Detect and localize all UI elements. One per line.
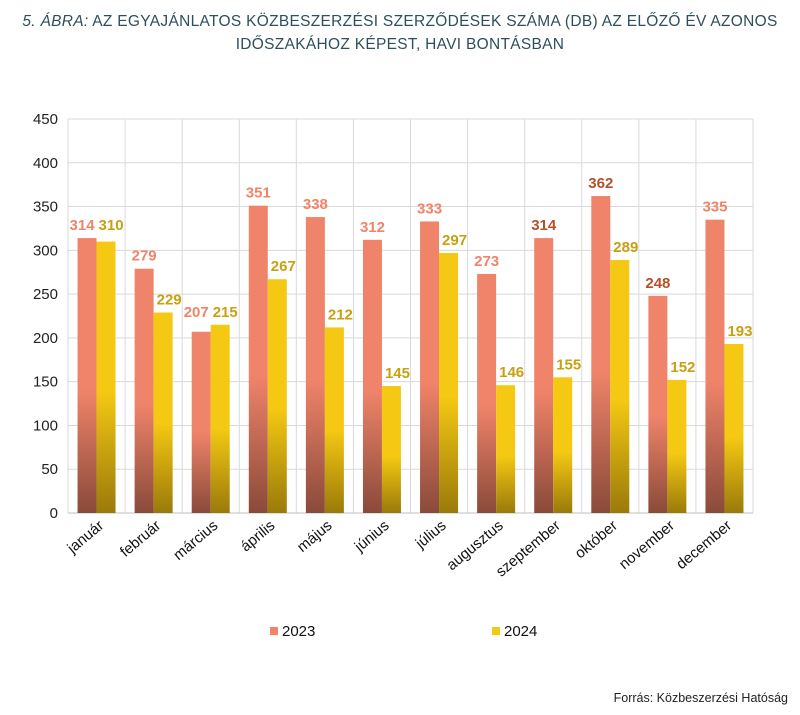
y-axis: 0 50 100 150 200 250 300 350 400 450 — [33, 111, 58, 522]
legend-label-2023: 2023 — [282, 623, 315, 640]
chart-title-text1: AZ EGYAJÁNLATOS KÖZBESZERZÉSI SZERZŐDÉSE… — [92, 13, 778, 30]
data-label-2023: 362 — [588, 175, 613, 192]
data-label-2023: 273 — [474, 253, 499, 270]
y-tick-label: 0 — [50, 505, 58, 522]
bar-2024 — [267, 279, 287, 513]
bar-2023 — [248, 205, 268, 513]
bar-2023 — [134, 268, 154, 513]
x-tick-label: december — [673, 517, 735, 573]
legend-swatch-2023 — [270, 627, 278, 635]
data-label-2024: 146 — [499, 364, 524, 381]
bar-2024 — [381, 386, 401, 513]
data-label-2024: 267 — [271, 258, 296, 275]
x-tick-label: november — [616, 517, 678, 573]
y-tick-label: 50 — [41, 461, 58, 478]
bar-2023 — [77, 238, 97, 513]
bar-2023 — [477, 273, 497, 513]
data-label-2024: 310 — [99, 217, 124, 234]
data-label-2024: 193 — [727, 323, 752, 340]
x-tick-label: április — [237, 517, 278, 555]
y-tick-label: 150 — [33, 374, 58, 391]
legend-swatch-2024 — [492, 627, 500, 635]
bar-2024 — [724, 344, 744, 513]
bar-2023 — [362, 239, 382, 513]
bar-2024 — [610, 259, 630, 513]
bar-2023 — [305, 217, 325, 513]
bar-2023 — [420, 221, 440, 513]
bar-2023 — [534, 238, 554, 513]
data-label-2023: 207 — [184, 304, 209, 321]
data-label-2024: 152 — [670, 359, 695, 376]
bar-2024 — [324, 327, 344, 513]
chart-title-lead: 5. ÁBRA: — [22, 13, 89, 30]
data-label-2023: 312 — [360, 219, 385, 236]
x-tick-label: július — [412, 517, 450, 553]
data-label-2024: 297 — [442, 232, 467, 249]
data-label-2024: 155 — [556, 356, 581, 373]
y-tick-label: 450 — [33, 111, 58, 128]
x-tick-label: január — [63, 517, 107, 557]
x-tick-label: február — [117, 517, 164, 561]
bar-2023 — [591, 196, 611, 513]
y-tick-label: 100 — [33, 417, 58, 434]
data-label-2024: 145 — [385, 365, 410, 382]
bar-2024 — [210, 324, 230, 513]
bar-2024 — [439, 252, 459, 513]
data-label-2023: 314 — [70, 217, 96, 234]
legend: 2023 2024 — [270, 623, 537, 640]
data-label-2024: 212 — [328, 306, 353, 323]
y-tick-label: 300 — [33, 242, 58, 259]
bar-2023 — [191, 331, 211, 513]
y-tick-label: 400 — [33, 155, 58, 172]
x-axis: január február március április május június jú… — [63, 517, 735, 580]
data-label-2024: 289 — [613, 239, 638, 256]
bar-2024 — [496, 385, 516, 513]
source-note: Forrás: Közbeszerzési Hatóság — [613, 691, 788, 705]
bar-2024 — [553, 377, 573, 513]
gridlines — [67, 118, 754, 514]
legend-label-2024: 2024 — [504, 623, 537, 640]
data-label-2023: 338 — [303, 196, 328, 213]
chart-title: 5. ÁBRA: AZ EGYAJÁNLATOS KÖZBESZERZÉSI S… — [0, 10, 800, 56]
data-label-2023: 333 — [417, 200, 442, 217]
chart-title-line2: IDŐSZAKÁHOZ KÉPEST, HAVI BONTÁSBAN — [235, 36, 565, 53]
x-tick-label: május — [294, 517, 336, 556]
data-label-2023: 351 — [246, 185, 271, 202]
y-tick-label: 200 — [33, 330, 58, 347]
bar-2023 — [648, 295, 668, 513]
data-label-2024: 215 — [213, 304, 238, 321]
data-label-2023: 335 — [702, 199, 727, 216]
bar-2024 — [96, 241, 116, 514]
x-tick-label: március — [170, 517, 221, 564]
chart-title-line1: 5. ÁBRA: AZ EGYAJÁNLATOS KÖZBESZERZÉSI S… — [0, 10, 800, 33]
bar-2024 — [153, 312, 173, 513]
x-tick-label: június — [351, 517, 393, 556]
x-tick-label: október — [572, 517, 621, 562]
data-label-2023: 314 — [531, 217, 557, 234]
bar-2023 — [705, 219, 725, 513]
data-label-2024: 229 — [157, 291, 182, 308]
bar-2024 — [667, 379, 687, 513]
data-label-2023: 248 — [645, 275, 670, 292]
y-tick-label: 250 — [33, 286, 58, 303]
bars — [77, 196, 744, 514]
data-label-2023: 279 — [132, 248, 157, 265]
y-tick-label: 350 — [33, 199, 58, 216]
